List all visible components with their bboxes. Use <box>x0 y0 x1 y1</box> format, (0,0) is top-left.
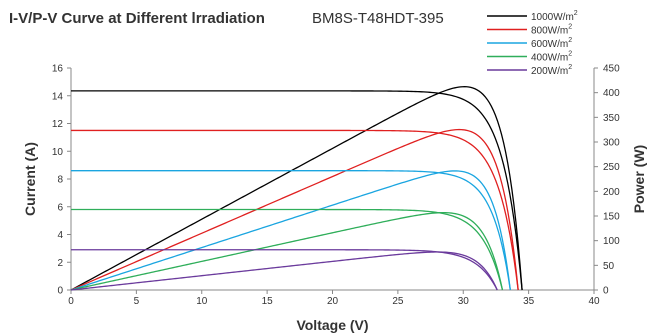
iv-curve-3 <box>71 208 504 291</box>
iv-curve-0 <box>71 90 523 291</box>
y-right-tick-label: 0 <box>603 286 609 297</box>
pv-curve-3 <box>70 211 504 291</box>
pv-curve-1 <box>70 128 519 291</box>
y-axis-right-label: Power (W) <box>631 145 647 213</box>
x-tick-label: 35 <box>523 296 535 307</box>
y-left-tick-label: 14 <box>52 91 64 102</box>
y-right-tick-label: 350 <box>603 113 620 124</box>
legend-label-4: 200W/m2 <box>531 64 572 77</box>
y-left-tick-label: 4 <box>57 230 63 241</box>
y-left-tick-label: 12 <box>52 119 64 130</box>
legend-label-0: 1000W/m2 <box>531 10 578 23</box>
y-left-tick-label: 10 <box>52 147 64 158</box>
y-right-tick-label: 400 <box>603 88 620 99</box>
x-tick-label: 15 <box>262 296 274 307</box>
x-axis-label: Voltage (V) <box>296 317 368 333</box>
pv-curve-0 <box>70 86 523 291</box>
y-right-tick-label: 150 <box>603 212 620 223</box>
ticks: 0 5 10 15 20 25 30 35 40024681012141605010015020… <box>52 64 620 308</box>
chart-subtitle: BM8S-T48HDT-395 <box>312 10 444 27</box>
y-right-tick-label: 450 <box>603 64 620 75</box>
x-tick-label: 25 <box>392 296 404 307</box>
iv-curve-4 <box>71 249 498 291</box>
y-right-tick-label: 100 <box>603 236 620 247</box>
y-right-tick-label: 200 <box>603 187 620 198</box>
curves <box>70 86 523 291</box>
y-right-tick-label: 300 <box>603 138 620 149</box>
y-left-tick-label: 6 <box>57 202 63 213</box>
x-tick-label: 5 <box>134 296 140 307</box>
y-left-tick-label: 8 <box>57 175 63 186</box>
y-left-tick-label: 16 <box>52 64 64 75</box>
iv-curve-2 <box>71 170 511 291</box>
x-tick-label: 0 <box>68 296 74 307</box>
legend-label-1: 800W/m2 <box>531 24 572 37</box>
iv-curve-1 <box>71 129 519 291</box>
x-tick-label: 10 <box>196 296 208 307</box>
y-right-tick-label: 250 <box>603 162 620 173</box>
y-axis-left-label: Current (A) <box>22 142 38 216</box>
y-right-tick-label: 50 <box>603 261 615 272</box>
x-tick-label: 40 <box>588 296 600 307</box>
pv-curve-2 <box>70 170 511 291</box>
x-tick-label: 20 <box>327 296 339 307</box>
pv-curve-4 <box>70 251 498 291</box>
y-left-tick-label: 0 <box>57 286 63 297</box>
legend-label-2: 600W/m2 <box>531 37 572 50</box>
axes <box>70 68 595 291</box>
chart-title: I-V/P-V Curve at Different lrradiation <box>9 10 265 27</box>
x-tick-label: 30 <box>458 296 470 307</box>
legend-label-3: 400W/m2 <box>531 51 572 64</box>
y-left-tick-label: 2 <box>57 258 63 269</box>
